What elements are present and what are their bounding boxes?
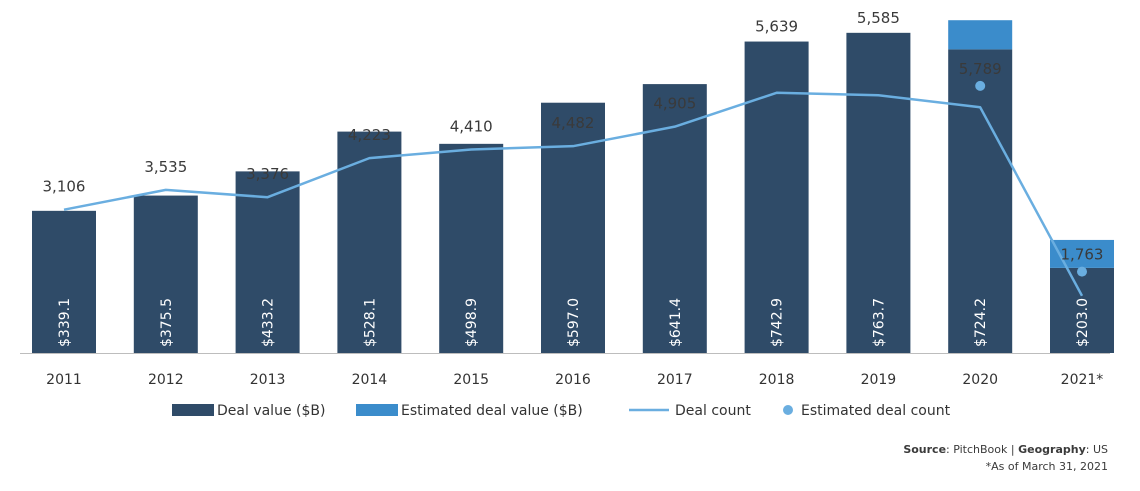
deal-count-label: 3,376 — [246, 165, 289, 183]
deal-value-bar — [642, 84, 707, 354]
estimated-deal-count-label: 1,763 — [1061, 246, 1104, 264]
chart-footer: Source: PitchBook | Geography: US *As of… — [903, 441, 1108, 475]
x-tick-label: 2020 — [962, 372, 998, 388]
estimated-deal-count-dot — [1077, 266, 1087, 277]
deal-value-label: $724.2 — [973, 298, 989, 347]
x-tick-label: 2016 — [555, 372, 591, 388]
deal-value-label: $528.1 — [362, 298, 378, 347]
deal-value-bar — [32, 210, 96, 353]
deal-value-bar — [846, 32, 911, 354]
deal-value-label: $742.9 — [770, 298, 786, 347]
legend-label: Deal count — [675, 403, 751, 419]
deal-count-label: 4,482 — [552, 114, 595, 132]
legend-label: Estimated deal value ($B) — [401, 403, 583, 419]
estimated-deal-value-bar — [948, 20, 1013, 50]
deal-value-bar — [337, 131, 402, 353]
as-of-note: *As of March 31, 2021 — [985, 460, 1108, 473]
deal-value-bar — [541, 102, 605, 353]
deal-value-label: $375.5 — [159, 298, 175, 347]
legend-label: Deal value ($B) — [217, 403, 325, 419]
x-tick-label: 2013 — [250, 372, 286, 388]
deal-count-line — [63, 91, 1084, 297]
deal-value-bar — [948, 49, 1013, 353]
deal-value-bar — [439, 143, 504, 353]
legend-swatch-bar — [356, 404, 398, 416]
legend-label: Estimated deal count — [801, 403, 951, 419]
geography-value: : US — [1085, 443, 1108, 456]
deal-value-bar — [133, 195, 198, 353]
combo-chart: $339.1 2011 $375.5 2012 $433.2 2013 $528.1 2014… — [20, 9, 1114, 419]
x-tick-label: 2012 — [148, 372, 184, 388]
legend-swatch-bar — [172, 404, 214, 416]
deal-count-label: 4,410 — [450, 118, 493, 136]
x-tick-label: 2017 — [657, 372, 693, 388]
deal-value-label: $763.7 — [871, 298, 887, 347]
deal-value-bar — [235, 171, 300, 353]
deal-count-label: 4,223 — [348, 126, 391, 144]
deal-count-label: 5,639 — [755, 18, 798, 36]
estimated-deal-count-label: 5,789 — [959, 60, 1002, 78]
source-line: Source: PitchBook | Geography: US — [903, 441, 1108, 458]
geography-label: Geography — [1018, 443, 1086, 456]
x-tick-label: 2015 — [453, 372, 489, 388]
source-value: : PitchBook | — [946, 443, 1019, 456]
source-label: Source — [903, 443, 947, 456]
deal-count-label: 3,106 — [43, 178, 86, 196]
deal-count-label: 5,585 — [857, 9, 900, 27]
deal-value-label: $433.2 — [261, 298, 277, 347]
deal-value-label: $641.4 — [668, 298, 684, 347]
x-tick-label: 2018 — [759, 372, 795, 388]
deal-value-label: $597.0 — [566, 298, 582, 347]
x-tick-label: 2014 — [352, 372, 388, 388]
deal-count-label: 4,905 — [653, 95, 696, 113]
x-tick-label: 2019 — [861, 372, 897, 388]
estimated-deal-count-dot — [975, 80, 986, 91]
deal-value-label: $203.0 — [1075, 298, 1091, 347]
x-tick-label: 2011 — [46, 372, 82, 388]
x-tick-label: 2021* — [1061, 372, 1104, 388]
deal-value-label: $339.1 — [57, 298, 73, 347]
legend-swatch-dot — [783, 405, 793, 415]
deal-value-label: $498.9 — [464, 298, 480, 347]
deal-count-label: 3,535 — [144, 158, 187, 176]
deal-value-bar — [1050, 267, 1114, 353]
